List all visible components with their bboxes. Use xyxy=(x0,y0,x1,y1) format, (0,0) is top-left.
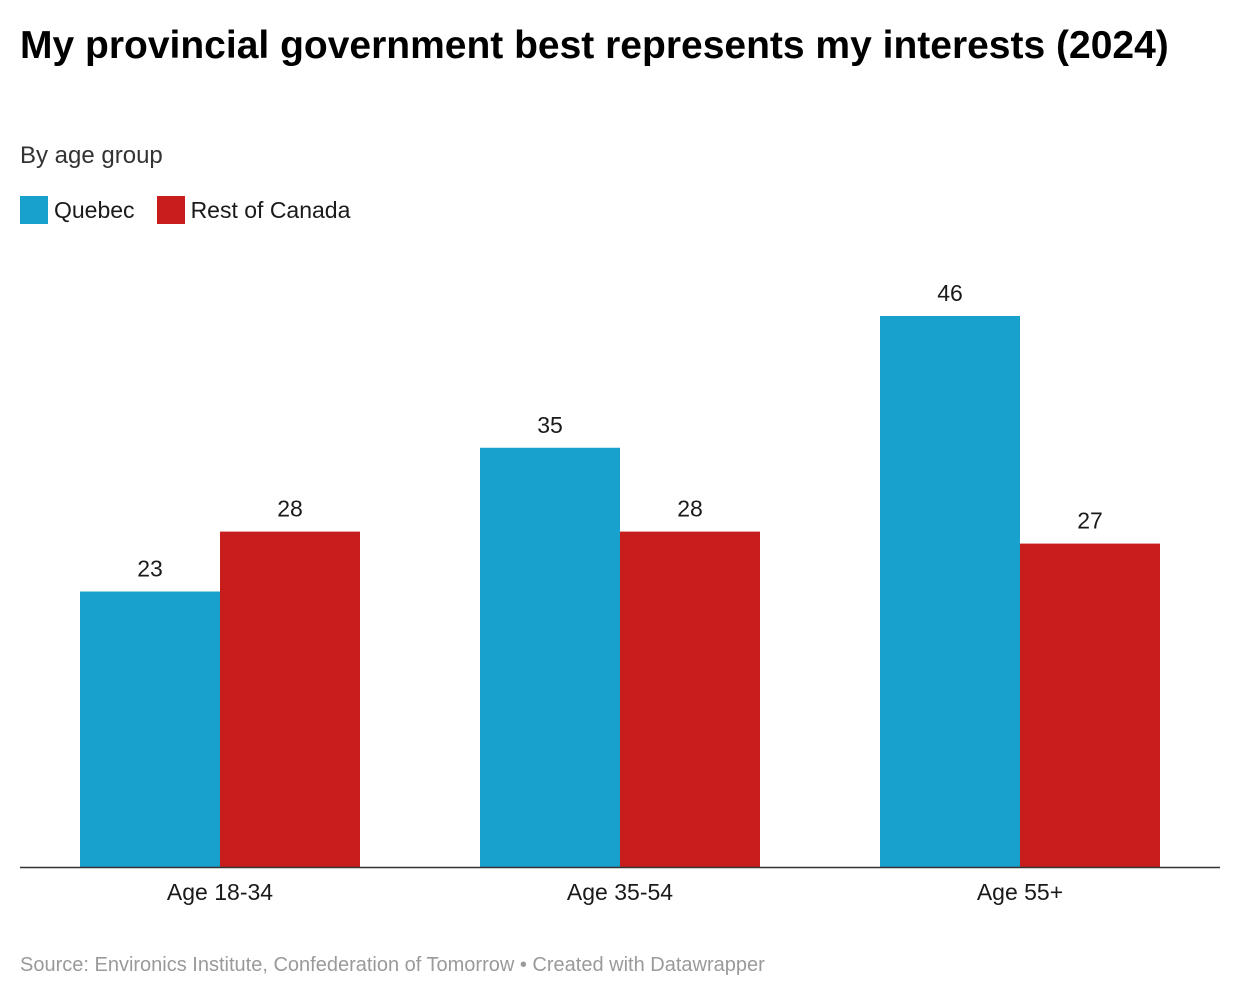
legend-item-quebec: Quebec xyxy=(20,196,135,224)
legend-swatch-rest-of-canada xyxy=(156,196,185,224)
data-label-rest-of-canada-age-35-54: 28 xyxy=(677,496,703,522)
bar-rest-of-canada-age-35-54 xyxy=(620,531,760,867)
data-label-rest-of-canada-age-18-34: 28 xyxy=(277,496,303,522)
chart-title: My provincial government best represents… xyxy=(20,24,1169,67)
bar-rest-of-canada-age-55 xyxy=(1020,543,1160,867)
bar-quebec-age-35-54 xyxy=(480,447,620,867)
x-tick-label-age-55: Age 55+ xyxy=(977,879,1063,905)
data-label-rest-of-canada-age-55: 27 xyxy=(1077,508,1103,534)
bar-quebec-age-55 xyxy=(880,316,1020,867)
data-label-quebec-age-55: 46 xyxy=(937,280,963,306)
legend: Quebec Rest of Canada xyxy=(20,196,372,224)
legend-label-rest-of-canada: Rest of Canada xyxy=(190,197,351,223)
source-footer: Source: Environics Institute, Confederat… xyxy=(20,954,765,976)
data-label-quebec-age-35-54: 35 xyxy=(537,412,563,438)
chart-subtitle: By age group xyxy=(20,142,163,169)
bar-quebec-age-18-34 xyxy=(80,591,220,867)
bar-rest-of-canada-age-18-34 xyxy=(220,531,360,867)
data-label-quebec-age-18-34: 23 xyxy=(137,556,163,582)
legend-label-quebec: Quebec xyxy=(54,197,135,223)
legend-swatch-quebec xyxy=(20,196,48,224)
x-tick-label-age-18-34: Age 18-34 xyxy=(167,879,273,905)
x-tick-label-age-35-54: Age 35-54 xyxy=(567,879,673,905)
legend-item-rest-of-canada: Rest of Canada xyxy=(156,196,351,224)
